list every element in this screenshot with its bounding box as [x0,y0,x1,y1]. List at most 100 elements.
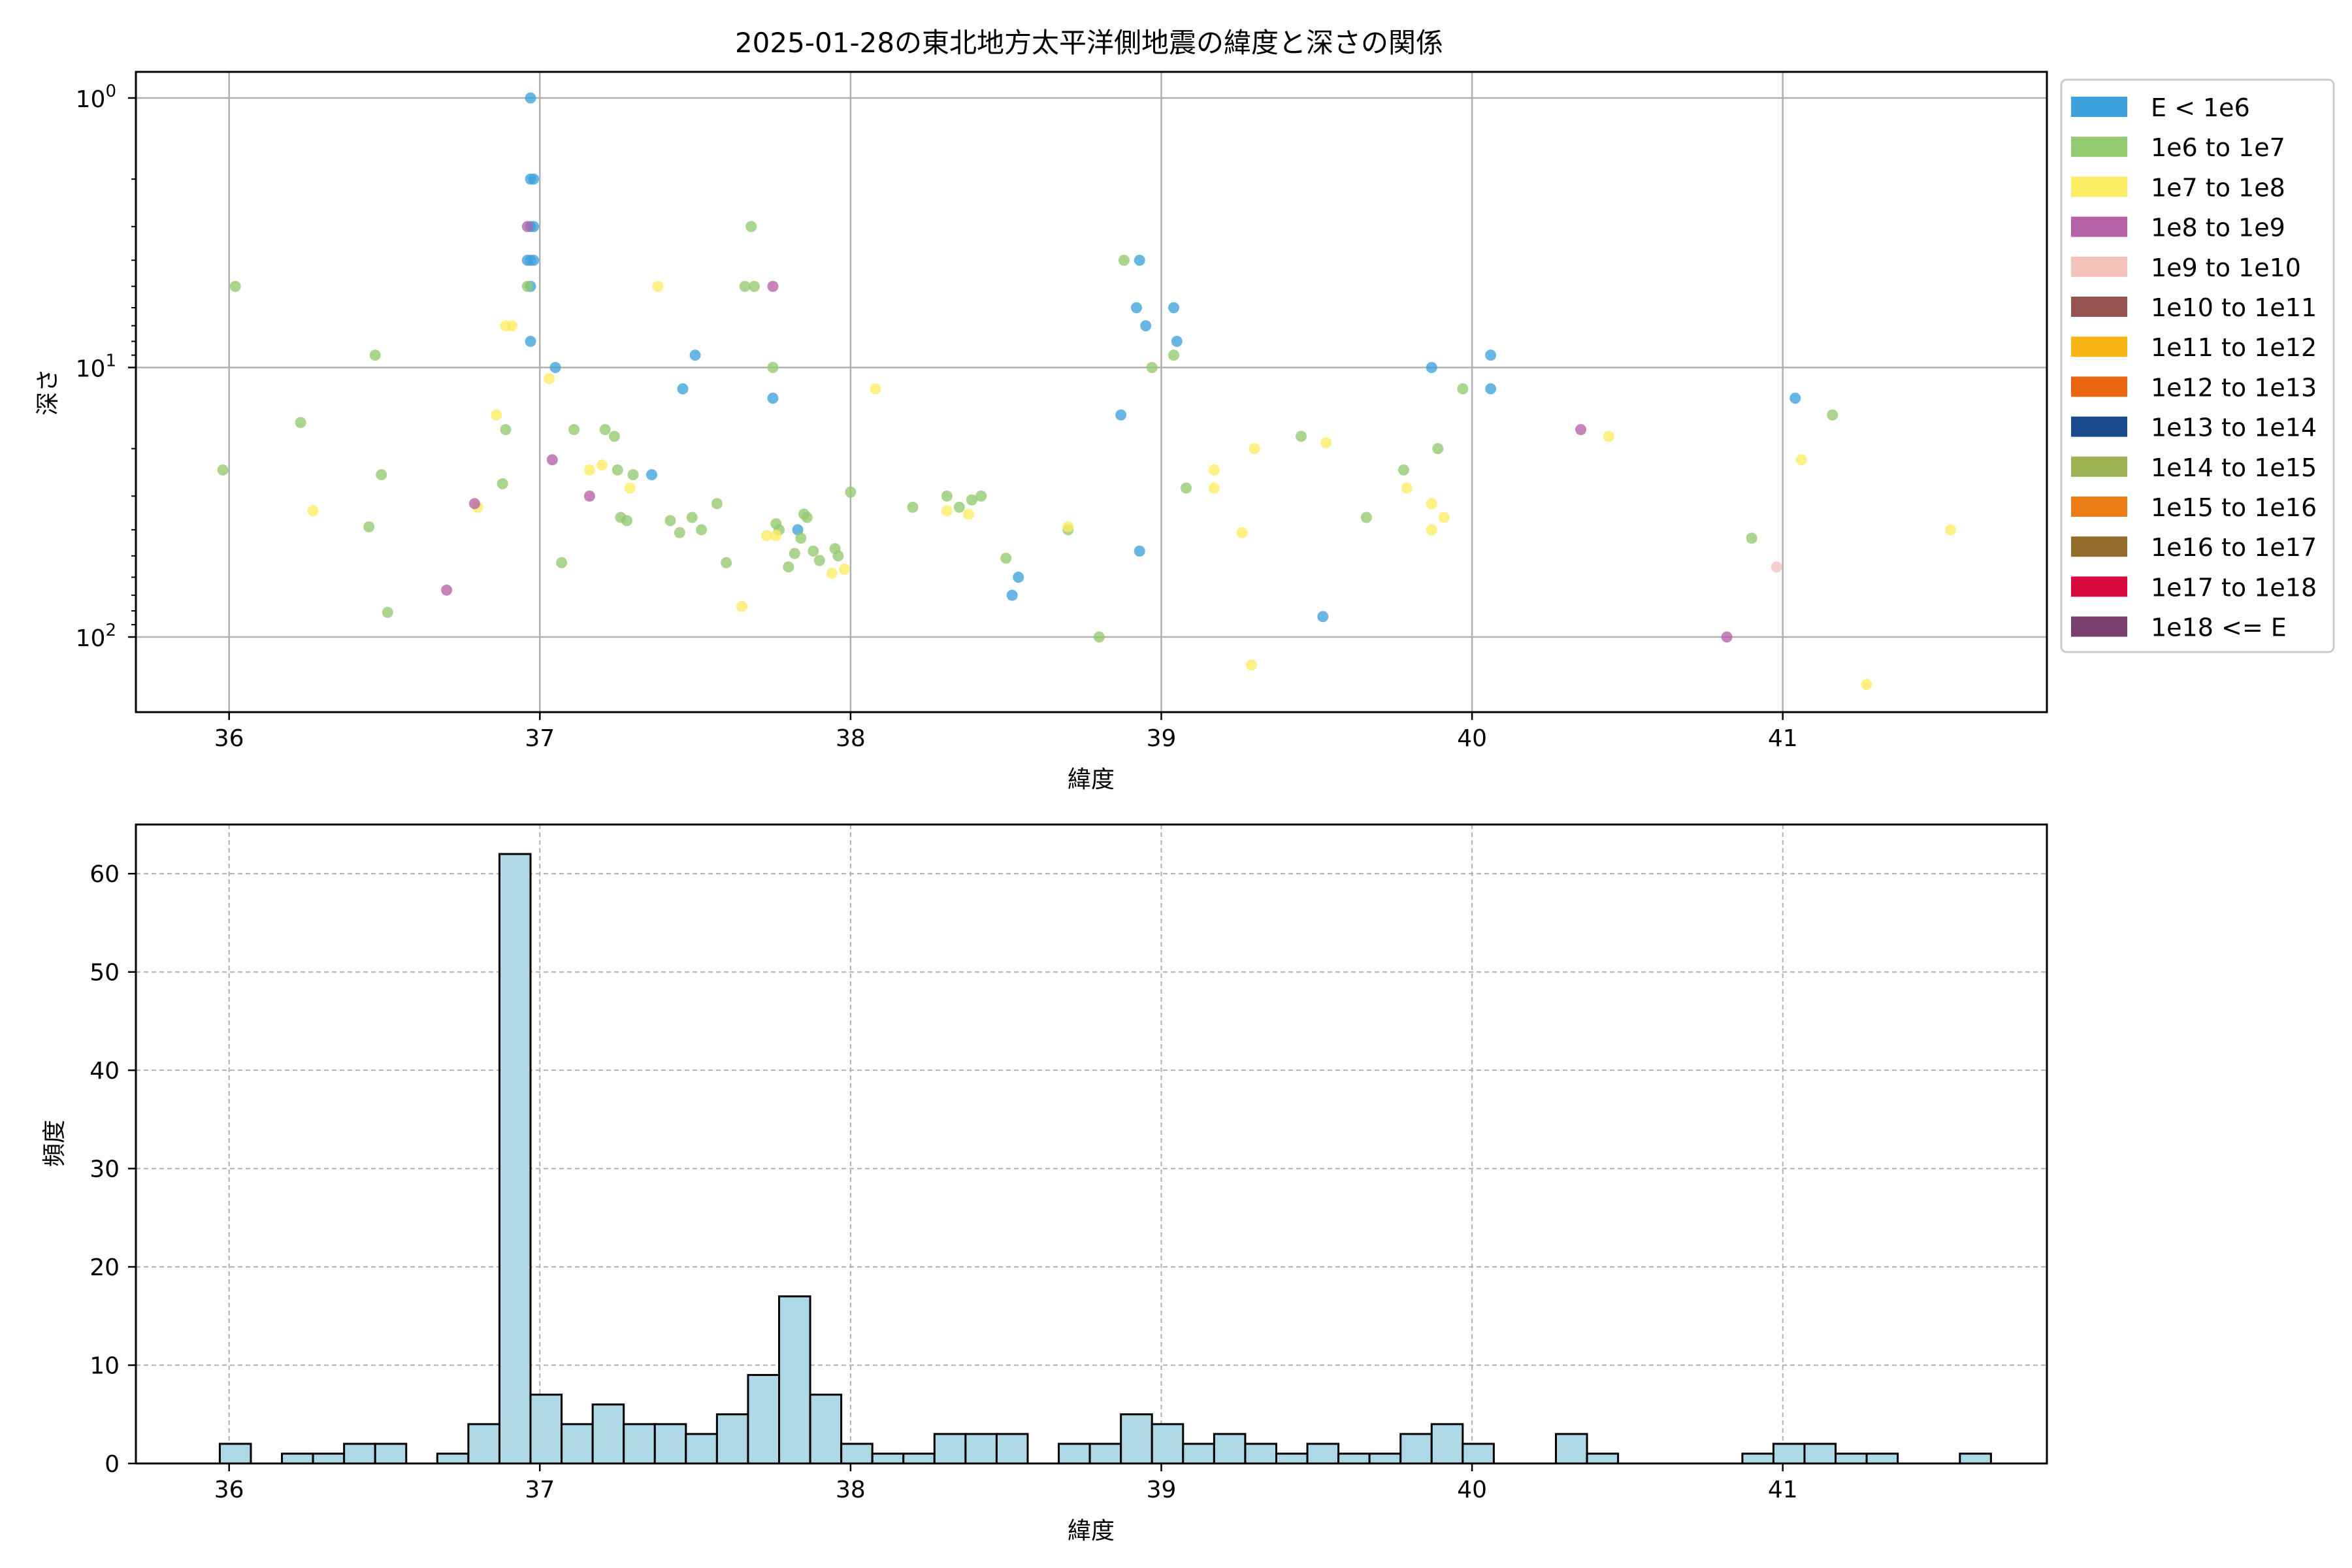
scatter-y-minor-ticks [131,178,136,626]
scatter-y-ticks: 100 101 102 [76,82,136,652]
scatter-point [721,557,732,568]
legend-swatch [2071,576,2127,597]
scatter-point [748,280,760,292]
scatter-x-axis-label: 緯度 [1068,766,1115,793]
histogram-x-tick-label: 36 [214,1477,244,1503]
scatter-point [736,600,747,612]
scatter-point [689,350,701,361]
histogram-bar [218,1443,252,1465]
scatter-point [544,373,555,385]
scatter-point [711,498,723,510]
scatter-point [491,409,502,421]
scatter-point [1140,320,1152,332]
scatter-point [1746,532,1757,544]
scatter-point [1401,482,1413,494]
scatter-point [521,221,533,233]
legend-swatch [2071,497,2127,517]
histogram-y-tick-label: 10 [90,1353,120,1380]
histogram-x-tick-label: 40 [1457,1477,1487,1503]
scatter-point [1249,443,1260,455]
scatter-point [521,280,533,292]
scatter-point [1861,679,1872,691]
scatter-point [808,546,819,557]
histogram-bar [1244,1443,1277,1465]
scatter-point [1168,302,1180,314]
legend-swatch [2071,376,2127,397]
scatter-point [792,524,804,536]
histogram-bar [1337,1452,1371,1465]
scatter-point [624,482,636,494]
histogram-x-ticks: 36 37 38 39 40 41 [214,1463,1798,1503]
histogram-bar [1586,1452,1620,1465]
histogram-bar [871,1452,905,1465]
scatter-point [1171,336,1183,348]
scatter-point [1062,521,1074,532]
scatter-point [1827,409,1838,421]
scatter-point [832,550,844,562]
scatter-point [652,280,664,292]
scatter-point [621,515,632,527]
scatter-point [696,524,708,536]
scatter-point [1118,254,1130,266]
scatter-points [217,92,1957,691]
legend-swatch [2071,137,2127,157]
scatter-point [1000,552,1012,564]
scatter-point [686,512,698,523]
legend-swatch [2071,176,2127,197]
scatter-point [1457,383,1469,395]
histogram-bar [1430,1423,1464,1465]
scatter-point [441,584,453,596]
legend-label: 1e7 to 1e8 [2151,173,2285,202]
legend-label: E < 1e6 [2151,93,2250,122]
scatter-point [500,424,512,436]
legend-label: 1e10 to 1e11 [2151,293,2317,322]
scatter-point [1208,464,1220,476]
legend-swatch [2071,456,2127,477]
scatter-point [1721,631,1733,643]
histogram-y-tick-label: 30 [90,1156,120,1183]
scatter-point [382,606,393,618]
histogram-bar [1462,1443,1495,1465]
histogram-bar [1741,1452,1774,1465]
legend-label: 1e12 to 1e13 [2151,373,2317,402]
scatter-point [506,320,517,332]
scatter-y-tick-label: 101 [76,351,116,382]
scatter-y-tick-label: 102 [76,621,116,652]
histogram-x-tick-label: 39 [1147,1477,1177,1503]
legend-swatch [2071,536,2127,557]
legend-swatch [2071,336,2127,357]
scatter-point [295,417,306,429]
scatter-x-tick-label: 40 [1457,725,1487,752]
legend-swatch [2071,216,2127,237]
histogram-y-axis-label: 頻度 [41,1120,68,1167]
scatter-point [1603,431,1614,442]
scatter-point [795,532,807,544]
histogram-bar [1088,1443,1122,1465]
scatter-point [975,490,987,502]
scatter-point [1296,431,1307,442]
scatter-point [745,221,757,233]
legend-label: 1e15 to 1e16 [2151,493,2317,522]
scatter-point [1013,571,1024,583]
scatter-point [1360,512,1372,523]
histogram-bar [1306,1443,1340,1465]
legend-label: 1e8 to 1e9 [2151,214,2285,242]
scatter-point [307,505,319,517]
scatter-point [1426,498,1437,510]
scatter-point [583,490,595,502]
scatter-point [767,280,779,292]
histogram-bar [467,1423,500,1465]
histogram-bar [1151,1423,1184,1465]
histogram-bar [436,1452,470,1465]
scatter-point [1575,424,1587,436]
legend-swatch [2071,97,2127,117]
scatter-point [1320,436,1332,448]
scatter-point [1397,464,1409,476]
scatter-x-tick-label: 36 [214,725,244,752]
histogram-bar [498,853,532,1465]
scatter-point [1208,482,1220,494]
scatter-point [1795,454,1807,466]
scatter-point [549,361,561,373]
